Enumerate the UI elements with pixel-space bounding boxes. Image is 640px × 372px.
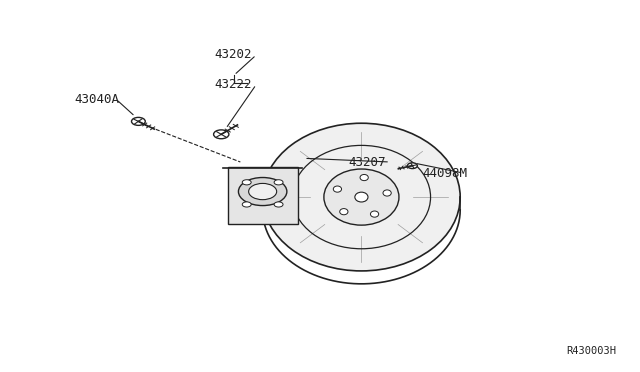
Ellipse shape <box>371 211 379 217</box>
Ellipse shape <box>262 123 460 271</box>
Text: 44098M: 44098M <box>422 167 467 180</box>
Ellipse shape <box>340 209 348 215</box>
Circle shape <box>243 202 251 207</box>
Circle shape <box>274 180 283 185</box>
Circle shape <box>408 163 417 169</box>
Ellipse shape <box>355 192 368 202</box>
Circle shape <box>239 177 287 206</box>
Circle shape <box>243 180 251 185</box>
Ellipse shape <box>383 190 391 196</box>
Circle shape <box>214 130 229 139</box>
FancyBboxPatch shape <box>228 167 298 224</box>
Text: 43202: 43202 <box>215 48 252 61</box>
Text: 43222: 43222 <box>215 78 252 91</box>
Ellipse shape <box>324 169 399 225</box>
Text: 43040A: 43040A <box>75 93 120 106</box>
Text: 43207: 43207 <box>349 155 386 169</box>
Ellipse shape <box>360 174 368 181</box>
Circle shape <box>248 183 276 200</box>
Circle shape <box>131 118 145 125</box>
Circle shape <box>274 202 283 207</box>
Text: R430003H: R430003H <box>566 346 616 356</box>
Ellipse shape <box>333 186 342 192</box>
